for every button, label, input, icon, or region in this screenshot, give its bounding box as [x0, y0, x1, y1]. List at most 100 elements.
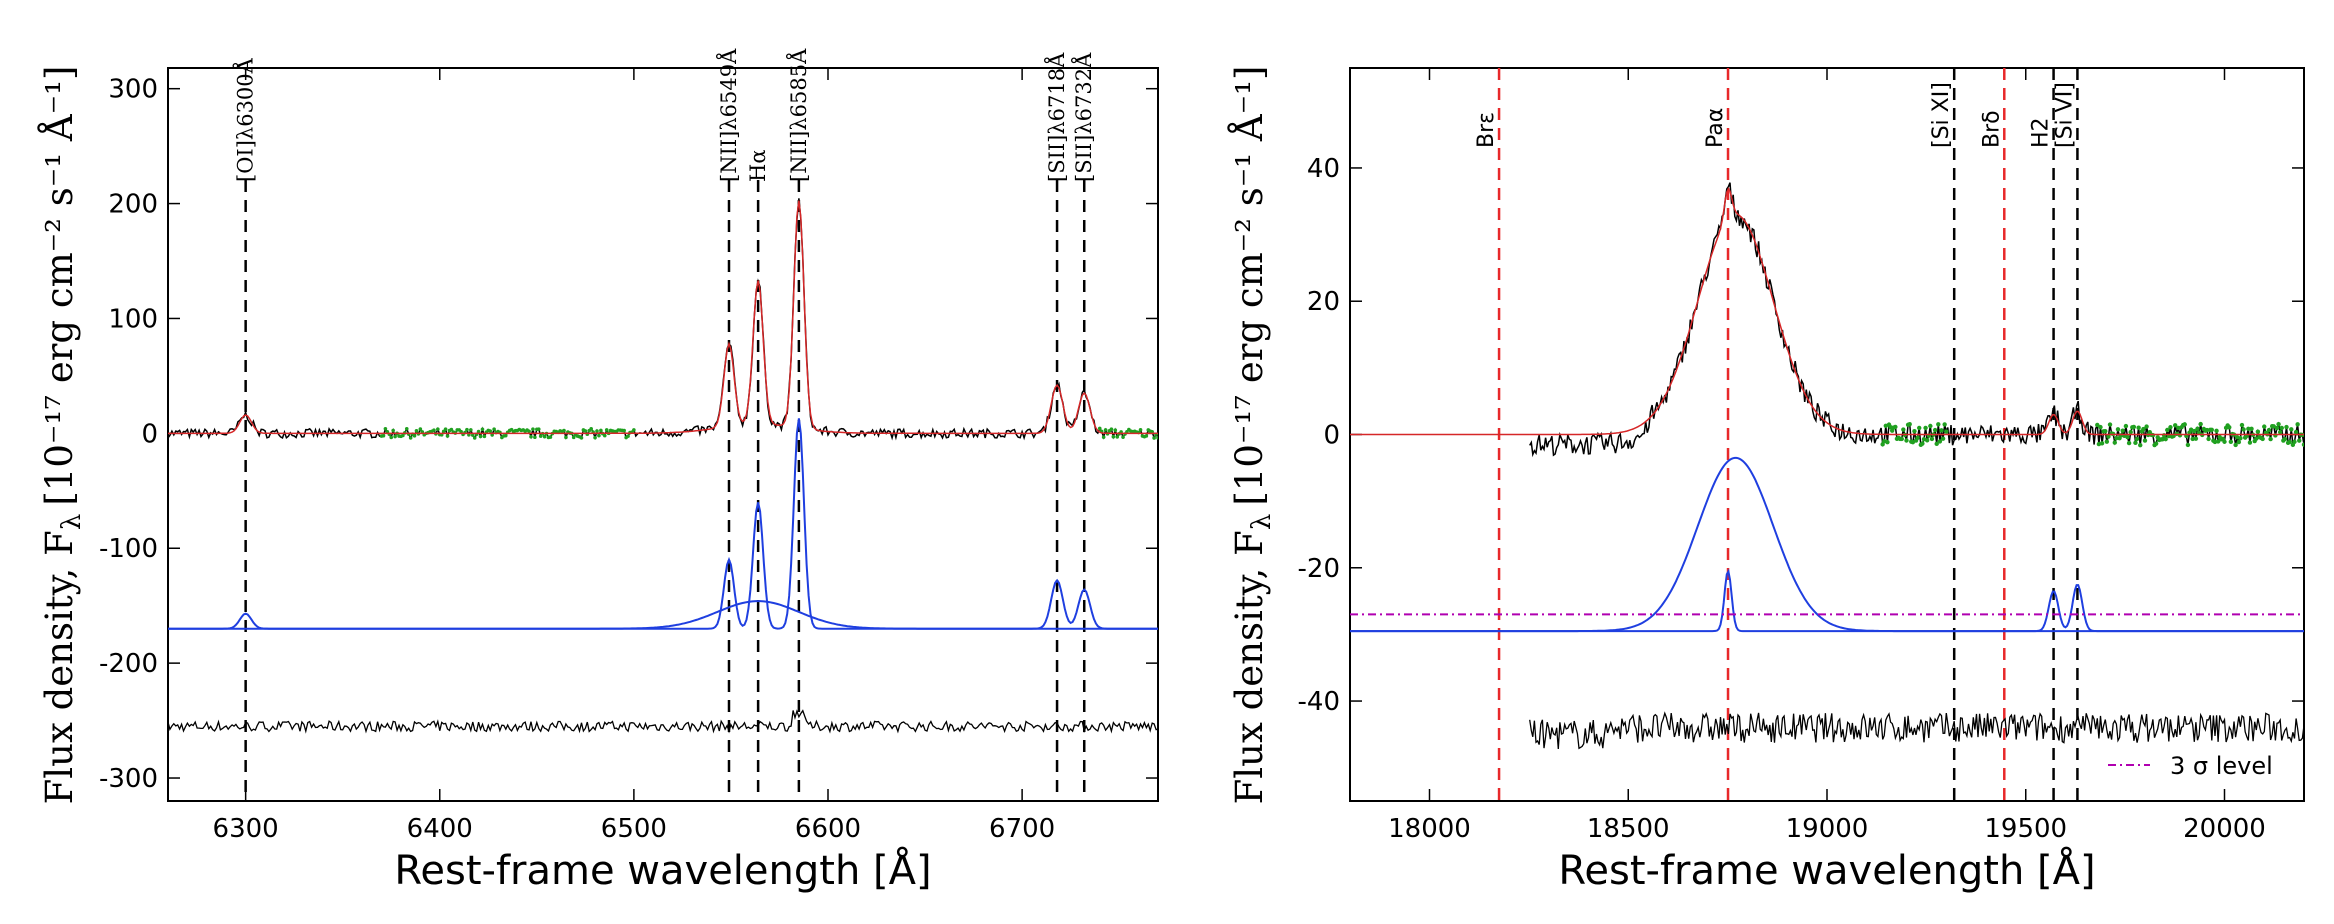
masked-point	[1915, 435, 1920, 440]
masked-point	[622, 428, 626, 433]
masked-point	[571, 435, 576, 440]
masked-point	[533, 435, 537, 440]
x-tick-label: 6600	[795, 814, 861, 844]
masked-point	[2215, 439, 2221, 444]
masked-point	[445, 434, 450, 438]
y-tick-label: 40	[1307, 154, 1340, 184]
spectrum-curve	[1529, 182, 2304, 458]
y-tick-label: -300	[99, 764, 158, 794]
residual-curve	[168, 709, 1158, 734]
masked-point	[2153, 441, 2159, 446]
x-tick-label: 19500	[1984, 814, 2067, 844]
masked-point	[2282, 436, 2288, 442]
legend-sigma-label: 3 σ level	[2170, 752, 2273, 780]
masked-point	[2098, 424, 2103, 430]
masked-point	[2284, 424, 2289, 430]
masked-point	[2206, 436, 2211, 442]
masked-point	[1138, 428, 1143, 432]
masked-point	[2165, 427, 2170, 433]
masked-point	[459, 429, 463, 434]
left-y-axis-label-main: Flux density, F	[38, 530, 81, 804]
masked-point	[2209, 427, 2214, 432]
masked-point	[2107, 422, 2113, 427]
left-curves	[168, 198, 1158, 734]
masked-point	[404, 427, 409, 431]
masked-point	[492, 427, 496, 431]
masked-point	[476, 429, 481, 434]
masked-point	[2142, 438, 2148, 443]
left-ticks: 6300 6400 6500 6600 6700 -300 -200 -100 0 100 200 3…	[99, 68, 1158, 844]
x-tick-label: 18500	[1587, 814, 1670, 844]
masked-point	[1917, 425, 1922, 431]
masked-point	[432, 428, 436, 432]
masked-point	[2185, 442, 2191, 448]
masked-point	[1888, 424, 1893, 430]
x-tick-label: 20000	[2183, 814, 2266, 844]
masked-point	[443, 427, 448, 431]
narrow-component-curve	[1350, 568, 2304, 633]
masked-point	[2214, 428, 2219, 434]
masked-point	[1937, 439, 1943, 444]
masked-point	[2204, 427, 2210, 433]
masked-point	[1121, 435, 1125, 439]
masked-point	[1936, 422, 1941, 427]
x-tick-label: 6300	[213, 814, 279, 844]
masked-point	[2295, 422, 2300, 427]
masked-point	[2198, 421, 2203, 427]
y-tick-label: -20	[1298, 554, 1340, 584]
masked-point	[1115, 435, 1120, 439]
masked-point	[1934, 441, 1939, 447]
masked-point	[2112, 440, 2117, 445]
masked-point	[1901, 427, 1906, 432]
left-curve-group	[168, 198, 1158, 734]
left-line-markers: [OI]λ6300Å [NII]λ6549Å Hα [NII]λ6585Å [SII]λ…	[233, 48, 1096, 801]
masked-point	[632, 428, 636, 432]
masked-point	[2192, 428, 2197, 434]
masked-point	[436, 427, 440, 431]
masked-point	[2266, 427, 2272, 433]
masked-point	[2274, 425, 2280, 431]
masked-point	[2227, 425, 2232, 430]
masked-point	[2249, 426, 2254, 432]
masked-point	[1097, 426, 1102, 431]
residual-curve	[1529, 711, 2304, 750]
masked-point	[626, 434, 630, 438]
masked-point	[478, 434, 483, 439]
masked-point	[449, 427, 454, 432]
line-marker-label: Hα	[746, 150, 770, 183]
masked-point	[2106, 434, 2111, 439]
masked-point	[564, 435, 568, 440]
masked-point	[2138, 442, 2143, 448]
masked-point	[465, 427, 469, 432]
masked-point	[401, 433, 405, 438]
y-tick-label: 20	[1307, 287, 1340, 317]
masked-point	[2128, 429, 2133, 435]
masked-point	[2136, 425, 2141, 430]
masked-point	[2173, 423, 2178, 428]
line-marker-label: [OI]λ6300Å	[233, 57, 258, 182]
masked-point	[393, 434, 397, 439]
left-x-axis-label: Rest-frame wavelength [Å]	[394, 846, 931, 894]
left-y-axis-label-sub: λ	[57, 514, 87, 530]
masked-point	[602, 433, 607, 438]
masked-point	[1103, 428, 1108, 432]
masked-point	[2222, 439, 2227, 444]
masked-point	[2228, 439, 2234, 445]
masked-point	[2268, 436, 2273, 442]
y-tick-label: 200	[108, 190, 158, 220]
masked-point	[2277, 429, 2283, 435]
right-legend: 3 σ level	[2108, 752, 2273, 780]
masked-point	[469, 428, 473, 432]
masked-point	[2103, 429, 2108, 434]
line-marker-label: [NII]λ6549Å	[716, 48, 741, 182]
masked-point	[1942, 422, 1947, 427]
masked-point	[2262, 424, 2267, 429]
left-plot-frame	[167, 67, 1159, 802]
masked-point	[1885, 439, 1890, 445]
masked-point	[2301, 442, 2304, 447]
masked-point	[2182, 422, 2187, 427]
masked-point	[2292, 439, 2297, 445]
masked-point	[1944, 429, 1949, 434]
masked-point	[2095, 422, 2100, 428]
